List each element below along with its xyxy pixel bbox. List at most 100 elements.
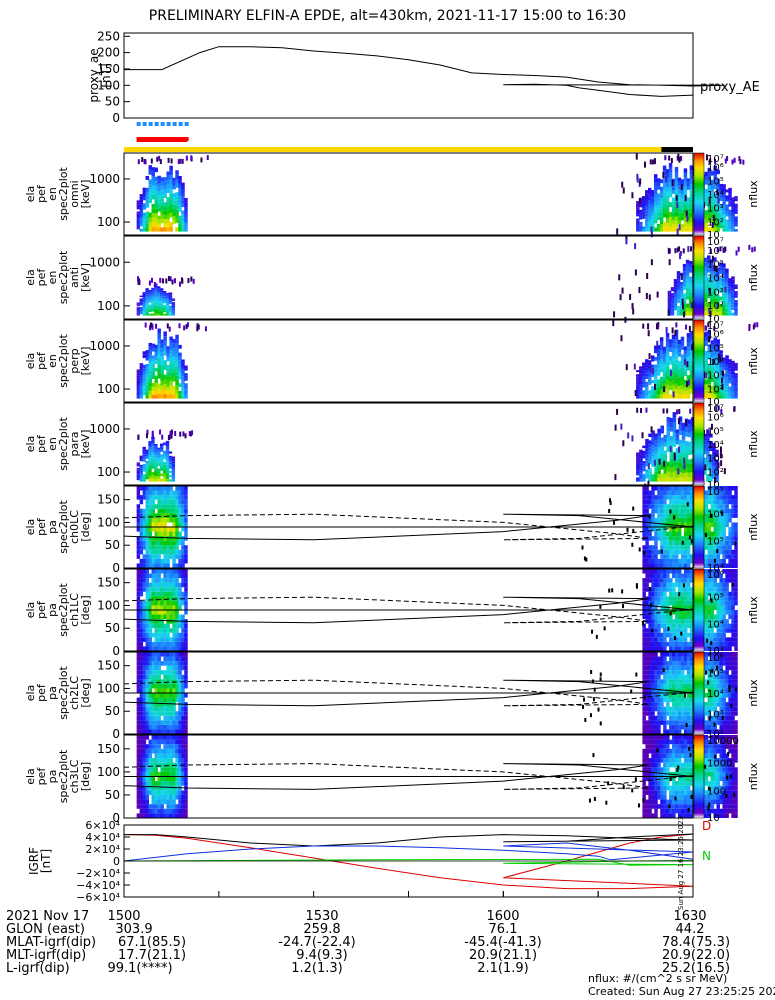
spectrogram-cell <box>728 392 732 396</box>
pitch-angle-cell <box>669 591 673 597</box>
pitch-angle-cell <box>710 596 715 601</box>
pitch-angle-cell <box>680 545 685 550</box>
spectrogram-cell <box>680 209 685 213</box>
spectrogram-speck <box>716 302 719 309</box>
spectrogram-speck <box>669 370 672 377</box>
spectrogram-cell <box>636 473 640 476</box>
pitch-angle-speck <box>599 604 602 609</box>
pitch-angle-cell <box>654 665 658 671</box>
spectrogram-cell <box>686 227 691 232</box>
pitch-angle-cell <box>648 674 652 680</box>
spectrogram-cell <box>172 364 176 369</box>
spectrogram-cell <box>148 184 153 189</box>
spectrogram-cell <box>728 197 732 201</box>
spectrogram-cell <box>665 393 670 399</box>
spectrogram-cell <box>151 299 155 302</box>
spectrogram-cell <box>706 447 710 452</box>
pitch-angle-cell <box>172 531 176 537</box>
spectrogram-cell <box>181 365 185 368</box>
pitch-angle-cell <box>139 623 144 629</box>
pitch-angle-cell <box>139 720 144 725</box>
spectrogram-cell <box>715 474 719 477</box>
spectrogram-cell <box>710 214 714 219</box>
pitch-angle-cell <box>663 623 667 629</box>
pitch-angle-cell <box>139 614 144 620</box>
pitch-angle-cell <box>677 637 682 642</box>
pitch-angle-cell <box>178 522 182 527</box>
spectrogram-cell <box>157 294 161 297</box>
spectrogram-cell <box>722 366 726 371</box>
pitch-angle-cell <box>734 554 738 559</box>
pitch-angle-cell <box>669 683 673 689</box>
spectrogram-cell <box>722 224 726 229</box>
pitch-angle-cell <box>163 711 167 716</box>
spectrogram-cell <box>710 263 714 268</box>
pitch-angle-cell <box>175 665 179 671</box>
spectrogram-cell <box>678 462 683 468</box>
pitch-angle-cell <box>163 628 167 633</box>
spectrogram-cell <box>636 205 640 208</box>
pitch-angle-cell <box>151 641 155 647</box>
spectrogram-cell <box>677 196 682 201</box>
pitch-angle-cell <box>160 637 164 642</box>
spectrogram-cell <box>139 228 144 232</box>
pitch-angle-cell <box>148 641 153 647</box>
pitch-angle-cell <box>163 693 167 698</box>
pitch-angle-cell <box>680 683 685 689</box>
pitch-angle-cell <box>166 549 170 555</box>
spectrogram-cell <box>139 368 144 371</box>
pitch-angle-cell <box>148 540 153 546</box>
pitch-angle-cell <box>666 670 670 675</box>
spectrogram-cell <box>157 215 161 220</box>
pitch-angle-cell <box>157 706 161 712</box>
spectrogram-cell <box>184 365 188 369</box>
pitch-angle-cell <box>689 729 694 734</box>
spectrogram-cell <box>160 198 164 203</box>
pitch-angle-cell <box>680 674 685 680</box>
pitch-angle-cell <box>642 724 646 730</box>
pitch-angle-cell <box>689 527 694 532</box>
spectrogram-cell <box>703 302 708 307</box>
pitch-angle-cell <box>677 517 682 523</box>
pitch-angle-cell <box>645 522 649 527</box>
pitch-angle-cell <box>166 517 170 523</box>
pitch-angle-cell <box>686 531 691 537</box>
spectrogram-cell <box>678 421 683 426</box>
spectrogram-cell <box>136 202 141 205</box>
pitch-angle-cell <box>680 499 685 505</box>
pitch-angle-cell <box>654 549 658 555</box>
pitch-angle-cell <box>722 545 726 550</box>
spectrogram-cell <box>734 216 738 219</box>
spectrogram-cell <box>157 450 161 453</box>
pitch-angle-cell <box>651 558 655 564</box>
spectrogram-cell <box>648 206 652 210</box>
spectrogram-cell <box>171 314 176 316</box>
pitch-angle-cell <box>184 591 188 597</box>
pitch-angle-cell <box>160 623 164 629</box>
spectrogram-cell <box>669 436 674 441</box>
spectrogram-cell <box>636 207 640 210</box>
pitch-angle-cell <box>181 499 185 505</box>
spectrogram-cell <box>719 350 723 354</box>
pitch-angle-cell <box>163 536 167 541</box>
spectrogram-cell <box>704 227 709 232</box>
pitch-angle-cell <box>154 591 158 597</box>
spectrogram-cell <box>642 390 646 394</box>
spectrogram-cell <box>719 364 723 368</box>
spectrogram-cell <box>685 271 690 276</box>
spectrogram-cell <box>734 291 738 294</box>
pitch-angle-cell <box>184 587 188 592</box>
pitch-angle-cell <box>704 554 709 559</box>
spectrogram-cell <box>691 268 696 273</box>
spectrogram-cell <box>678 476 683 482</box>
pitch-angle-cell <box>184 508 188 514</box>
pitch-angle-cell <box>707 486 712 491</box>
pitch-angle-cell <box>677 486 682 491</box>
spectrogram-cell <box>181 362 185 366</box>
pitch-angle-cell <box>154 715 158 721</box>
pitch-angle-cell <box>172 610 176 615</box>
pitch-angle-cell <box>160 587 164 592</box>
spectrogram-cell <box>654 478 658 482</box>
pitch-angle-cell <box>172 665 176 671</box>
spectrogram-speck <box>647 480 650 487</box>
